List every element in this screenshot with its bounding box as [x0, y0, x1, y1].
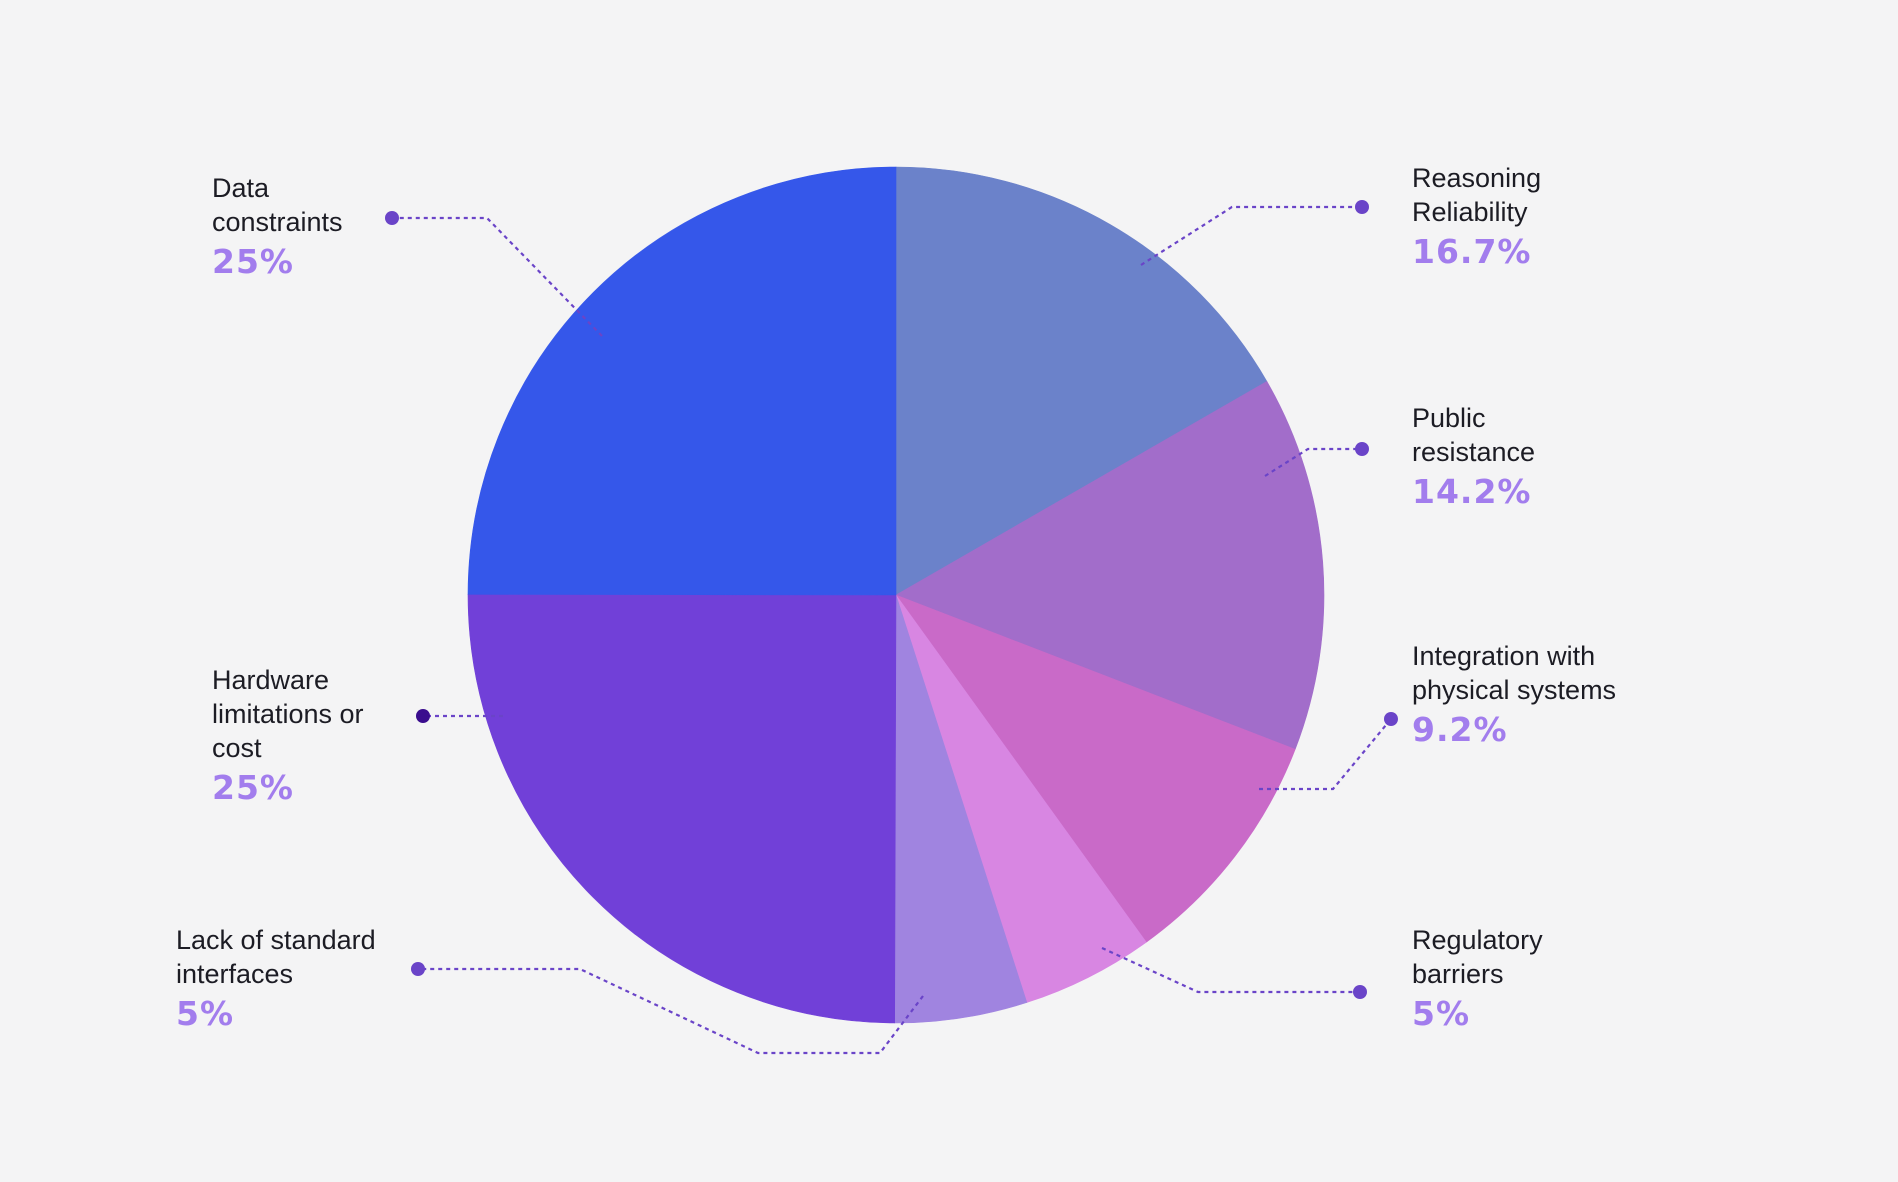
leader-line-integration-physical-systems: [1259, 718, 1392, 791]
label-percent: 25%: [212, 242, 294, 281]
label-percent: 9.2%: [1412, 710, 1508, 749]
label-name: Hardware limitations or cost: [212, 665, 364, 763]
leader-dot-public-resistance: [1355, 442, 1369, 456]
leader-line-regulatory-barriers: [1101, 947, 1360, 994]
slice-public-resistance: [895, 380, 1325, 750]
leader-line-lack-standard-interfaces: [418, 967, 924, 1055]
label-percent: 25%: [212, 768, 294, 807]
label-regulatory-barriers: Regulatory barriers 5%: [1412, 923, 1543, 1035]
label-name: Public resistance: [1412, 403, 1536, 467]
label-name: Lack of standard interfaces: [176, 925, 376, 989]
label-integration-physical-systems: Integration with physical systems 9.2%: [1412, 639, 1616, 751]
slice-reasoning-reliability: [895, 166, 1268, 596]
leader-dot-hardware-limitations: [416, 709, 430, 723]
label-name: Data constraints: [212, 173, 343, 237]
slice-data-constraints: [467, 166, 897, 596]
leader-dot-reasoning-reliability: [1355, 200, 1369, 214]
label-lack-standard-interfaces: Lack of standard interfaces 5%: [176, 923, 376, 1035]
label-public-resistance: Public resistance 14.2%: [1412, 401, 1535, 513]
leader-dot-regulatory-barriers: [1353, 985, 1367, 999]
label-percent: 5%: [176, 994, 235, 1033]
label-name: Reasoning Reliability: [1412, 163, 1542, 227]
label-percent: 14.2%: [1412, 472, 1532, 511]
label-percent: 16.7%: [1412, 232, 1532, 271]
label-name: Regulatory barriers: [1412, 925, 1543, 989]
label-hardware-limitations: Hardware limitations or cost 25%: [212, 663, 364, 809]
leader-lines: [385, 200, 1398, 1055]
leader-dot-lack-standard-interfaces: [411, 962, 425, 976]
leader-dot-data-constraints: [385, 211, 399, 225]
slice-hardware-limitations-or-cost: [467, 594, 897, 1024]
label-reasoning-reliability: Reasoning Reliability 16.7%: [1412, 161, 1541, 273]
leader-dot-integration-physical-systems: [1384, 712, 1398, 726]
slice-integration-with-physical-systems: [895, 594, 1296, 943]
leader-line-reasoning-reliability: [1140, 205, 1362, 266]
leader-line-public-resistance: [1264, 447, 1362, 477]
label-name: Integration with physical systems: [1412, 641, 1617, 705]
label-percent: 5%: [1412, 994, 1471, 1033]
label-data-constraints: Data constraints 25%: [212, 171, 343, 283]
pie-slices: [467, 166, 1325, 1024]
